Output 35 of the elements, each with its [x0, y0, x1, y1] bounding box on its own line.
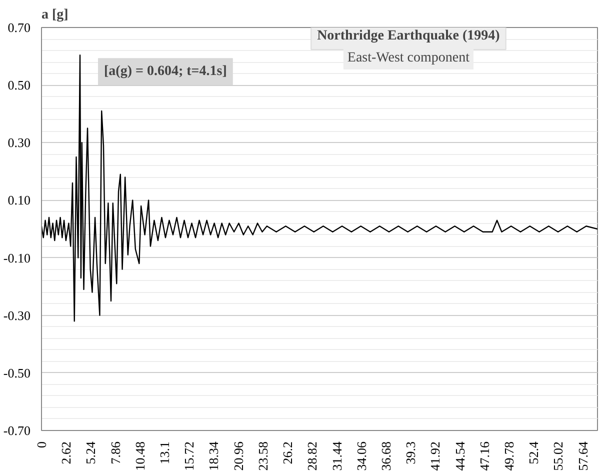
x-tick-label: 7.86 [108, 441, 123, 464]
x-tick-label: 5.24 [83, 441, 98, 464]
x-tick-label: 26.2 [280, 442, 296, 464]
annotation: [a(g) = 0.604; t=4.1s] [104, 64, 227, 80]
x-tick-label: 2.62 [58, 442, 74, 464]
x-tick-label: 28.82 [304, 442, 320, 471]
y-tick-label: 0.70 [8, 20, 30, 35]
x-tick-label: 52.4 [526, 441, 542, 464]
y-tick-label: -0.10 [3, 250, 31, 266]
x-tick-label: 57.64 [575, 441, 590, 471]
y-tick-label: -0.30 [3, 308, 31, 323]
x-tick-label: 44.54 [452, 441, 468, 471]
x-tick-label: 34.06 [354, 441, 369, 471]
x-tick-label: 15.72 [182, 442, 197, 471]
x-tick-label: 41.92 [428, 442, 443, 471]
x-tick-label: 47.16 [476, 441, 492, 471]
y-tick-label: -0.70 [3, 423, 31, 438]
x-tick-label: 31.44 [329, 441, 344, 471]
x-tick-label: 49.78 [502, 442, 517, 471]
x-tick-label: 13.1 [157, 442, 172, 464]
x-tick-label: 20.96 [230, 441, 246, 471]
x-tick-label: 55.02 [550, 442, 566, 471]
text: East-West component [347, 50, 470, 66]
chart-title: Northridge Earthquake (1994) [317, 28, 500, 44]
x-tick-label: 36.68 [378, 442, 394, 471]
x-tick-label: 0 [34, 442, 49, 448]
x-tick-label: 18.34 [206, 441, 222, 471]
y-tick-label: 0.10 [8, 192, 30, 208]
x-tick-label: 23.58 [255, 442, 270, 471]
y-axis-title: a [g] [42, 8, 68, 22]
y-tick-label: -0.50 [3, 365, 31, 380]
x-tick-label: 39.3 [403, 442, 418, 464]
y-tick-label: 0.30 [8, 135, 30, 150]
y-tick-label: 0.50 [8, 78, 30, 93]
x-tick-label: 10.48 [132, 442, 148, 471]
